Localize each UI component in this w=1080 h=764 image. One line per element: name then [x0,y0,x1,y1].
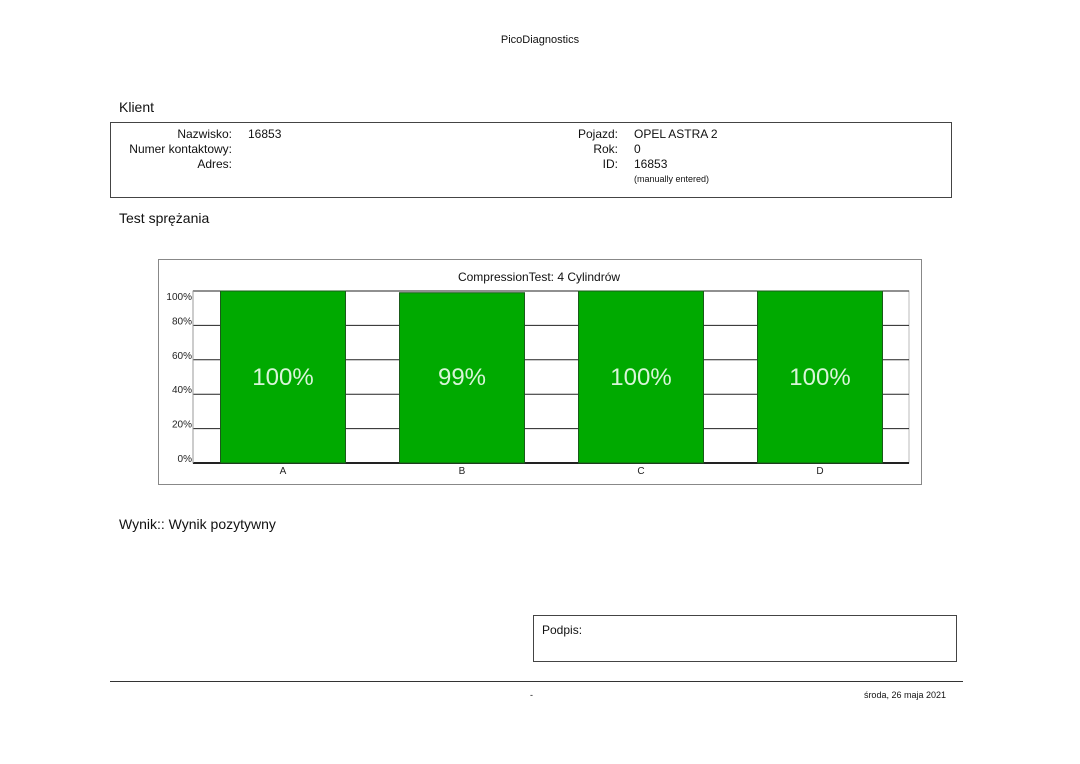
surname-label: Nazwisko: [177,127,232,141]
bar-A [220,290,346,464]
bar-value-label: 100% [789,364,850,391]
year-value: 0 [634,142,641,156]
contact-number-label: Numer kontaktowy: [129,142,232,156]
id-label: ID: [602,157,618,171]
x-tick-label: B [459,466,466,477]
year-label: Rok: [593,142,618,156]
compression-chart-box [158,259,922,485]
vehicle-label: Pojazd: [577,127,618,141]
y-tick-label: 80% [172,316,192,327]
id-value: 16853 [634,157,668,171]
address-label: Adres: [197,157,232,171]
result-text: Wynik:: Wynik pozytywny [119,516,276,532]
x-tick-label: D [816,466,823,477]
client-info-box [110,122,952,198]
bar-value-label: 99% [438,364,486,391]
y-tick-label: 100% [166,292,192,303]
y-tick-label: 0% [178,454,193,465]
signature-label: Podpis: [542,623,583,637]
x-tick-label: C [637,466,644,477]
test-section-title: Test sprężania [119,210,210,226]
bar-C [578,290,704,464]
x-tick-label: A [280,466,287,477]
footer-page: - [530,690,533,700]
bar-D [757,290,883,464]
signature-box [533,615,957,662]
surname-value: 16853 [248,127,282,141]
app-title: PicoDiagnostics [500,34,580,46]
footer-date: środa, 26 maja 2021 [863,690,946,700]
y-tick-label: 40% [172,385,192,396]
y-tick-label: 60% [172,351,192,362]
bar-B [399,292,525,464]
chart-title: CompressionTest: 4 Cylindrów [457,270,621,284]
bar-value-label: 100% [252,364,313,391]
bar-value-label: 100% [610,364,671,391]
client-section-title: Klient [119,99,155,115]
footer-divider [110,681,963,682]
y-tick-label: 20% [172,420,192,431]
vehicle-value: OPEL ASTRA 2 [634,127,718,141]
id-note: (manually entered) [634,174,710,184]
